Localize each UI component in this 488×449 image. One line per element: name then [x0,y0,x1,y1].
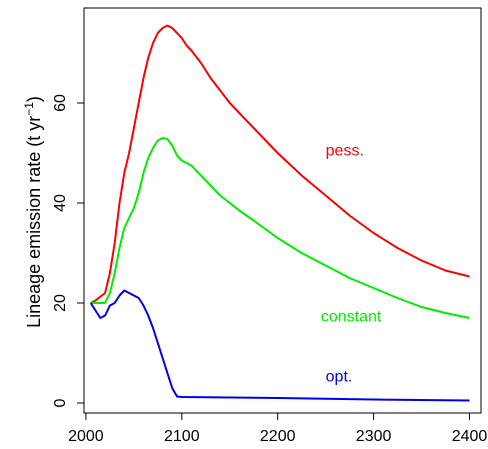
series-line-constant [90,137,470,319]
x-tick-label: 2300 [356,428,392,445]
series-line-opt [89,289,470,402]
series-label: constant [321,309,382,326]
plot-frame [83,7,482,414]
y-axis: 0 20 40 60 [52,94,84,407]
x-tick-label: 2100 [164,428,200,445]
x-tick-label: 2000 [68,428,104,445]
y-axis-title: Lineage emission rate (t yr−1) [22,96,44,328]
x-axis: 2000 2100 2200 2300 2400 [68,413,487,445]
series-label: opt. [326,369,353,386]
series-label: pess. [326,143,364,160]
x-tick-label: 2200 [260,428,296,445]
series-line-pess [90,24,470,304]
y-tick-label: 40 [52,194,69,212]
y-tick-label: 60 [52,94,69,112]
x-tick-label: 2400 [452,428,488,445]
y-tick-label: 0 [52,398,69,407]
series-lines [89,24,470,402]
series-labels: pess. constant opt. [321,143,382,386]
y-tick-label: 20 [52,294,69,312]
